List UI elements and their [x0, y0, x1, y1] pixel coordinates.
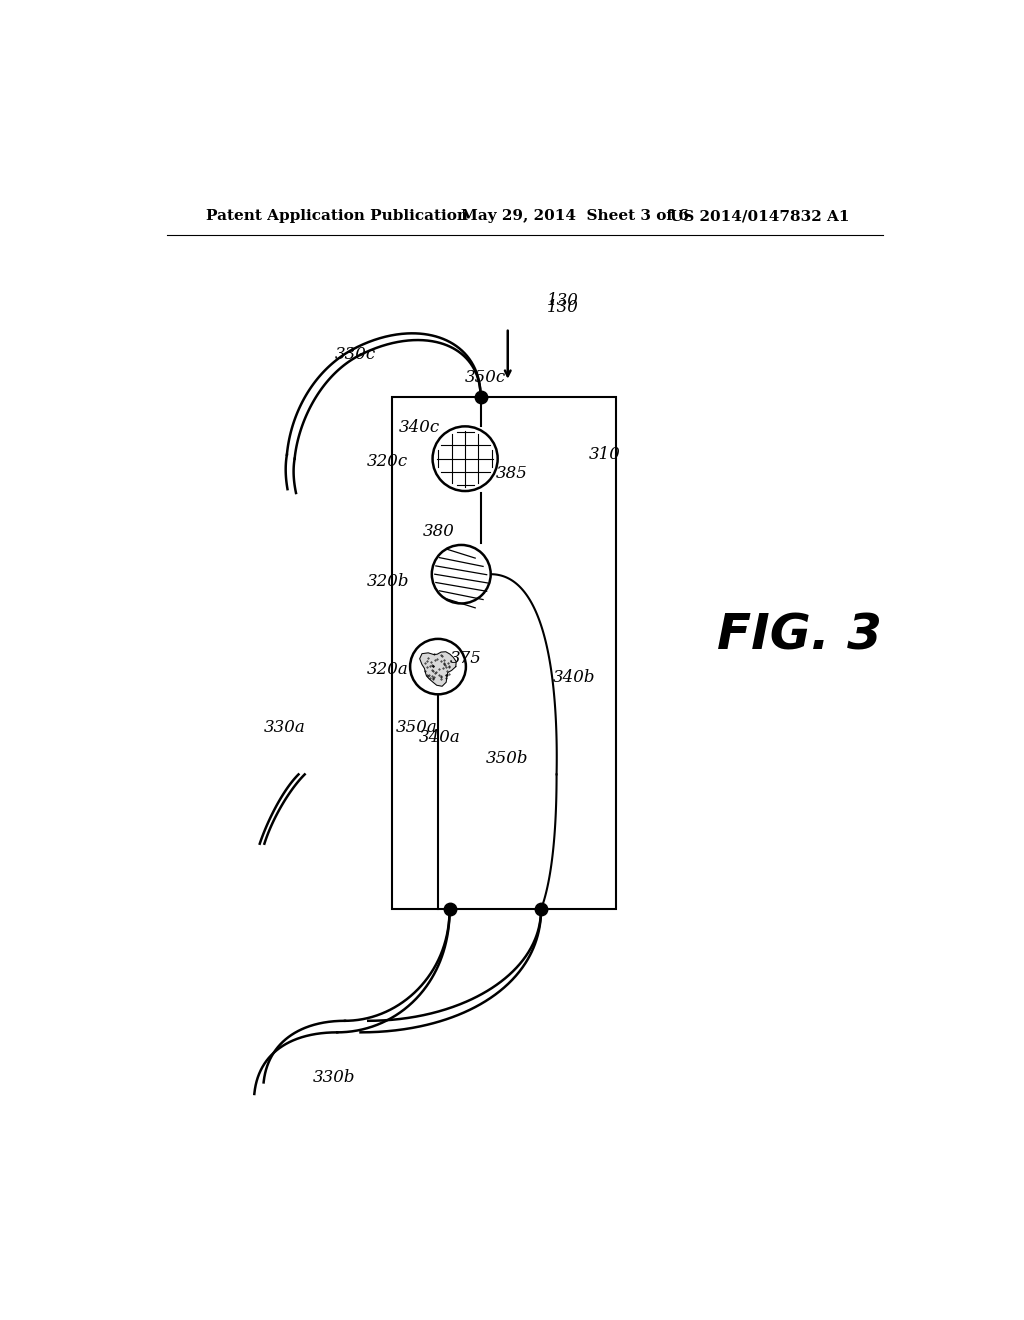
- Text: 350a: 350a: [395, 719, 437, 737]
- Circle shape: [432, 545, 490, 603]
- Text: 130: 130: [547, 292, 579, 309]
- Text: Patent Application Publication: Patent Application Publication: [206, 209, 468, 223]
- Text: 350c: 350c: [465, 368, 506, 385]
- Text: 330c: 330c: [335, 346, 376, 363]
- Text: 330b: 330b: [312, 1069, 355, 1086]
- Text: 320c: 320c: [367, 453, 408, 470]
- Text: 340a: 340a: [419, 729, 461, 746]
- Text: May 29, 2014  Sheet 3 of 6: May 29, 2014 Sheet 3 of 6: [461, 209, 689, 223]
- Text: 310: 310: [589, 446, 621, 463]
- Text: 320a: 320a: [367, 661, 409, 678]
- Text: 340c: 340c: [399, 418, 440, 436]
- Bar: [391, 397, 616, 909]
- Text: 330a: 330a: [263, 719, 305, 737]
- Circle shape: [410, 639, 466, 694]
- Circle shape: [432, 426, 498, 491]
- Text: US 2014/0147832 A1: US 2014/0147832 A1: [671, 209, 850, 223]
- Text: 350b: 350b: [486, 750, 528, 767]
- Text: 375: 375: [450, 649, 481, 667]
- Text: 320b: 320b: [367, 573, 410, 590]
- Text: 385: 385: [496, 465, 528, 482]
- Polygon shape: [420, 652, 456, 686]
- Text: 340b: 340b: [553, 669, 595, 686]
- Text: FIG. 3: FIG. 3: [717, 611, 882, 660]
- Text: 380: 380: [423, 523, 455, 540]
- Text: 130: 130: [547, 300, 579, 317]
